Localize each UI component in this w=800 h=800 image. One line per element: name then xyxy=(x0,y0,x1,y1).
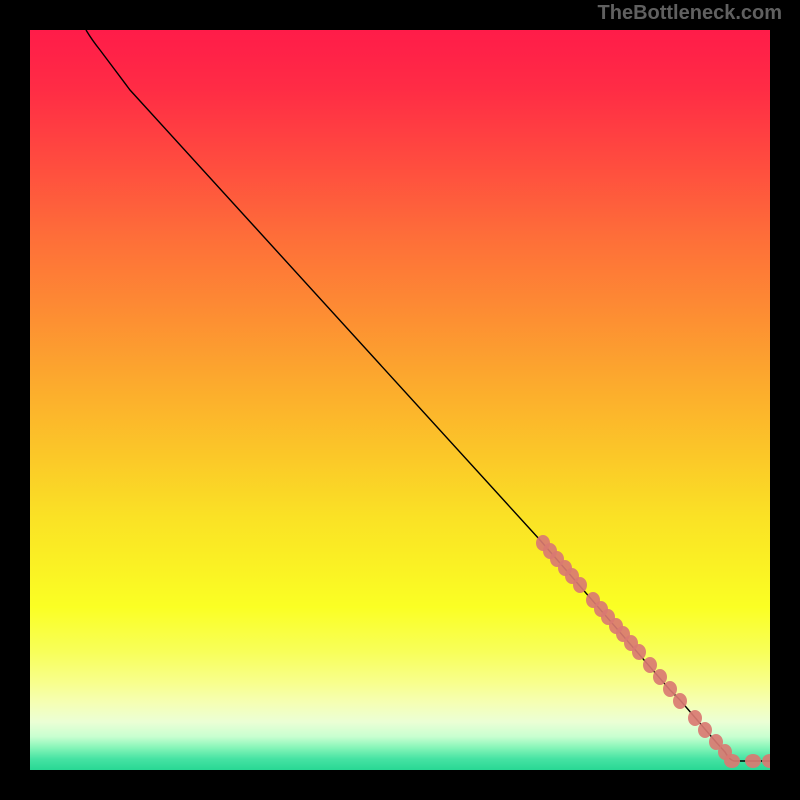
chart-marker xyxy=(673,693,687,709)
chart-marker xyxy=(688,710,702,726)
chart-marker xyxy=(643,657,657,673)
chart-marker xyxy=(632,644,646,660)
chart-marker xyxy=(663,681,677,697)
chart-marker xyxy=(745,754,761,768)
chart-marker xyxy=(573,577,587,593)
chart-background xyxy=(30,30,770,770)
watermark-text: TheBottleneck.com xyxy=(598,2,782,25)
chart-marker xyxy=(724,754,740,768)
chart-area xyxy=(30,30,770,770)
chart-marker xyxy=(653,669,667,685)
chart-svg xyxy=(30,30,770,770)
chart-marker xyxy=(698,722,712,738)
